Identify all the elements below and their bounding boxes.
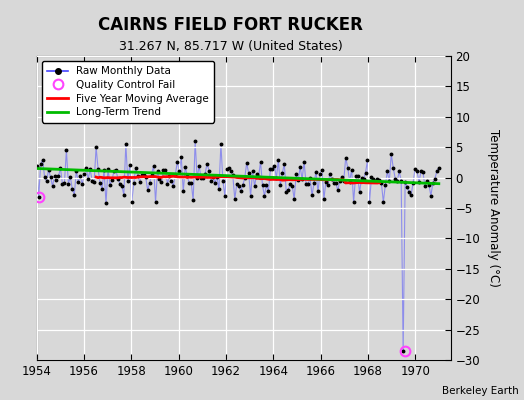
Y-axis label: Temperature Anomaly (°C): Temperature Anomaly (°C) [487, 129, 500, 287]
Text: CAIRNS FIELD FORT RUCKER: CAIRNS FIELD FORT RUCKER [98, 16, 363, 34]
Legend: Raw Monthly Data, Quality Control Fail, Five Year Moving Average, Long-Term Tren: Raw Monthly Data, Quality Control Fail, … [42, 61, 214, 122]
Text: Berkeley Earth: Berkeley Earth [442, 386, 519, 396]
Text: 31.267 N, 85.717 W (United States): 31.267 N, 85.717 W (United States) [118, 40, 343, 53]
